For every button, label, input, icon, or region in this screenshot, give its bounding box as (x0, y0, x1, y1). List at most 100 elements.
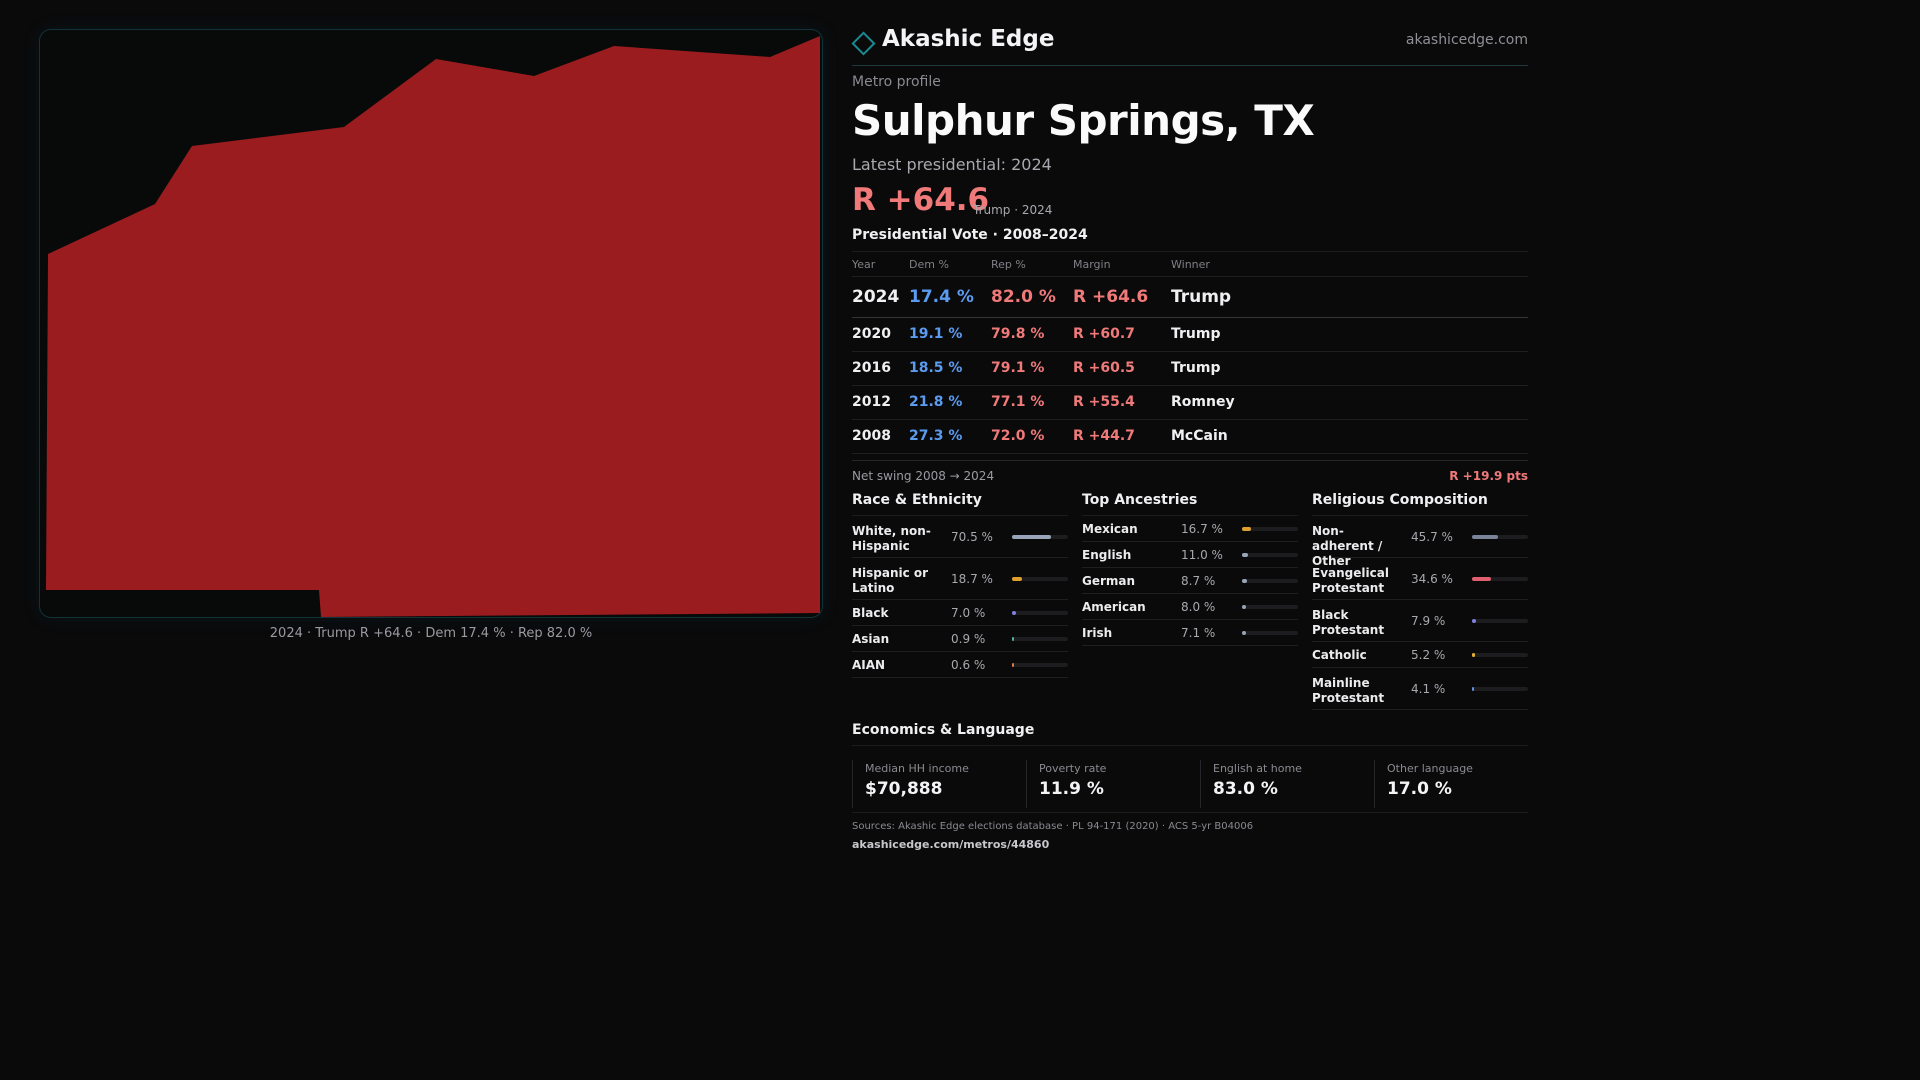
race-row: Asian 0.9 % (852, 626, 1068, 652)
ancestry-bar-track (1242, 579, 1298, 583)
cell-year: 2012 (852, 394, 891, 410)
ancestry-row: Mexican 16.7 % (1082, 516, 1298, 542)
ancestry-value: 11.0 % (1181, 547, 1223, 562)
header-rep: Rep % (991, 258, 1026, 271)
race-row: White, non-Hispanic 70.5 % (852, 516, 1068, 558)
race-row: AIAN 0.6 % (852, 652, 1068, 678)
cell-year: 2024 (852, 287, 900, 307)
ancestry-bar-track (1242, 553, 1298, 557)
econ-value: 83.0 % (1213, 779, 1278, 799)
sources-note: Sources: Akashic Edge elections database… (852, 821, 1254, 832)
metro-boundary-shape[interactable] (46, 36, 820, 617)
religion-value: 5.2 % (1411, 647, 1446, 662)
economics-title: Economics & Language (852, 722, 1528, 746)
cell-winner: Trump (1171, 287, 1232, 307)
race-bar-track (1012, 637, 1068, 641)
race-bar-fill (1012, 577, 1023, 581)
ancestry-value: 8.0 % (1181, 599, 1216, 614)
religion-bar-track (1472, 653, 1528, 657)
ancestry-bar-fill (1242, 605, 1247, 609)
race-label: Hispanic or Latino (852, 566, 929, 595)
race-label: AIAN (852, 657, 886, 672)
cell-year: 2020 (852, 326, 891, 342)
race-bar-fill (1012, 663, 1014, 667)
table-row: 2016 18.5 % 79.1 % R +60.5 Trump (852, 352, 1528, 386)
cell-winner: McCain (1171, 428, 1228, 444)
ancestry-row: American 8.0 % (1082, 594, 1298, 620)
econ-card-other-language: Other language 17.0 % (1374, 760, 1548, 808)
cell-margin: R +60.7 (1073, 326, 1135, 342)
race-value: 70.5 % (951, 529, 993, 544)
religion-bar-fill (1472, 687, 1475, 691)
religion-row: Mainline Protestant 4.1 % (1312, 668, 1528, 710)
ancestry-row: German 8.7 % (1082, 568, 1298, 594)
ancestries-title: Top Ancestries (1082, 492, 1298, 516)
race-label: Black (852, 605, 889, 620)
table-row: 2012 21.8 % 77.1 % R +55.4 Romney (852, 386, 1528, 420)
cell-winner: Trump (1171, 360, 1221, 376)
ancestry-label: Irish (1082, 625, 1113, 640)
vote-table: Year Dem % Rep % Margin Winner 2024 17.4… (852, 251, 1528, 454)
econ-card-income: Median HH income $70,888 (852, 760, 1026, 808)
religion-bar-fill (1472, 619, 1477, 623)
ancestry-label: English (1082, 547, 1132, 562)
religion-label: Black Protestant (1312, 608, 1385, 637)
page-title: Sulphur Springs, TX (852, 96, 1315, 145)
ancestry-row: English 11.0 % (1082, 542, 1298, 568)
religion-label: Mainline Protestant (1312, 676, 1385, 705)
econ-card-english: English at home 83.0 % (1200, 760, 1374, 808)
religion-bar-fill (1472, 535, 1498, 539)
page-kicker: Metro profile (852, 74, 941, 90)
cell-rep: 79.8 % (991, 326, 1045, 342)
header-dem: Dem % (909, 258, 949, 271)
table-row: 2008 27.3 % 72.0 % R +44.7 McCain (852, 420, 1528, 454)
religion-value: 4.1 % (1411, 681, 1446, 696)
latest-presidential: Latest presidential: 2024 (852, 155, 1052, 174)
religion-value: 45.7 % (1411, 529, 1453, 544)
race-bar-fill (1012, 535, 1052, 539)
ancestry-value: 7.1 % (1181, 625, 1216, 640)
religion-bar-track (1472, 535, 1528, 539)
vote-table-title: Presidential Vote · 2008–2024 (852, 227, 1088, 243)
divider (852, 812, 1528, 813)
econ-value: $70,888 (865, 779, 943, 799)
latest-margin-sub: Trump · 2024 (973, 203, 1053, 217)
cell-dem: 17.4 % (909, 287, 974, 307)
econ-label: Poverty rate (1039, 762, 1107, 775)
religion-bar-track (1472, 687, 1528, 691)
net-swing-label: Net swing 2008 → 2024 (852, 469, 995, 483)
page-url-link[interactable]: akashicedge.com/metros/44860 (852, 838, 1050, 851)
cell-margin: R +64.6 (1073, 287, 1149, 307)
ancestry-bar-fill (1242, 527, 1252, 531)
religion-value: 34.6 % (1411, 571, 1453, 586)
cell-rep: 79.1 % (991, 360, 1045, 376)
header-winner: Winner (1171, 258, 1210, 271)
cell-dem: 27.3 % (909, 428, 963, 444)
race-bar-fill (1012, 611, 1016, 615)
cell-year: 2016 (852, 360, 891, 376)
metro-map[interactable] (39, 29, 823, 618)
religion-label: Non-adherent / Other (1312, 524, 1383, 568)
economics-grid: Median HH income $70,888 Poverty rate 11… (852, 760, 1528, 812)
econ-value: 11.9 % (1039, 779, 1104, 799)
header-year: Year (852, 258, 876, 271)
religion-bar-track (1472, 577, 1528, 581)
cell-dem: 18.5 % (909, 360, 963, 376)
race-bar-track (1012, 611, 1068, 615)
ancestry-bar-track (1242, 631, 1298, 635)
site-link[interactable]: akashicedge.com (1405, 32, 1528, 48)
header: Akashic Edge akashicedge.com (851, 26, 1528, 66)
cell-winner: Romney (1171, 394, 1235, 410)
ancestry-bar-fill (1242, 631, 1246, 635)
religion-label: Catholic (1312, 647, 1367, 662)
header-margin: Margin (1073, 258, 1111, 271)
ancestry-value: 16.7 % (1181, 521, 1223, 536)
table-row: 2020 19.1 % 79.8 % R +60.7 Trump (852, 318, 1528, 352)
cell-winner: Trump (1171, 326, 1221, 342)
econ-label: Median HH income (865, 762, 969, 775)
race-bar-track (1012, 535, 1068, 539)
race-label: White, non-Hispanic (852, 524, 931, 553)
cell-dem: 19.1 % (909, 326, 963, 342)
religion-row: Catholic 5.2 % (1312, 642, 1528, 668)
econ-value: 17.0 % (1387, 779, 1452, 799)
